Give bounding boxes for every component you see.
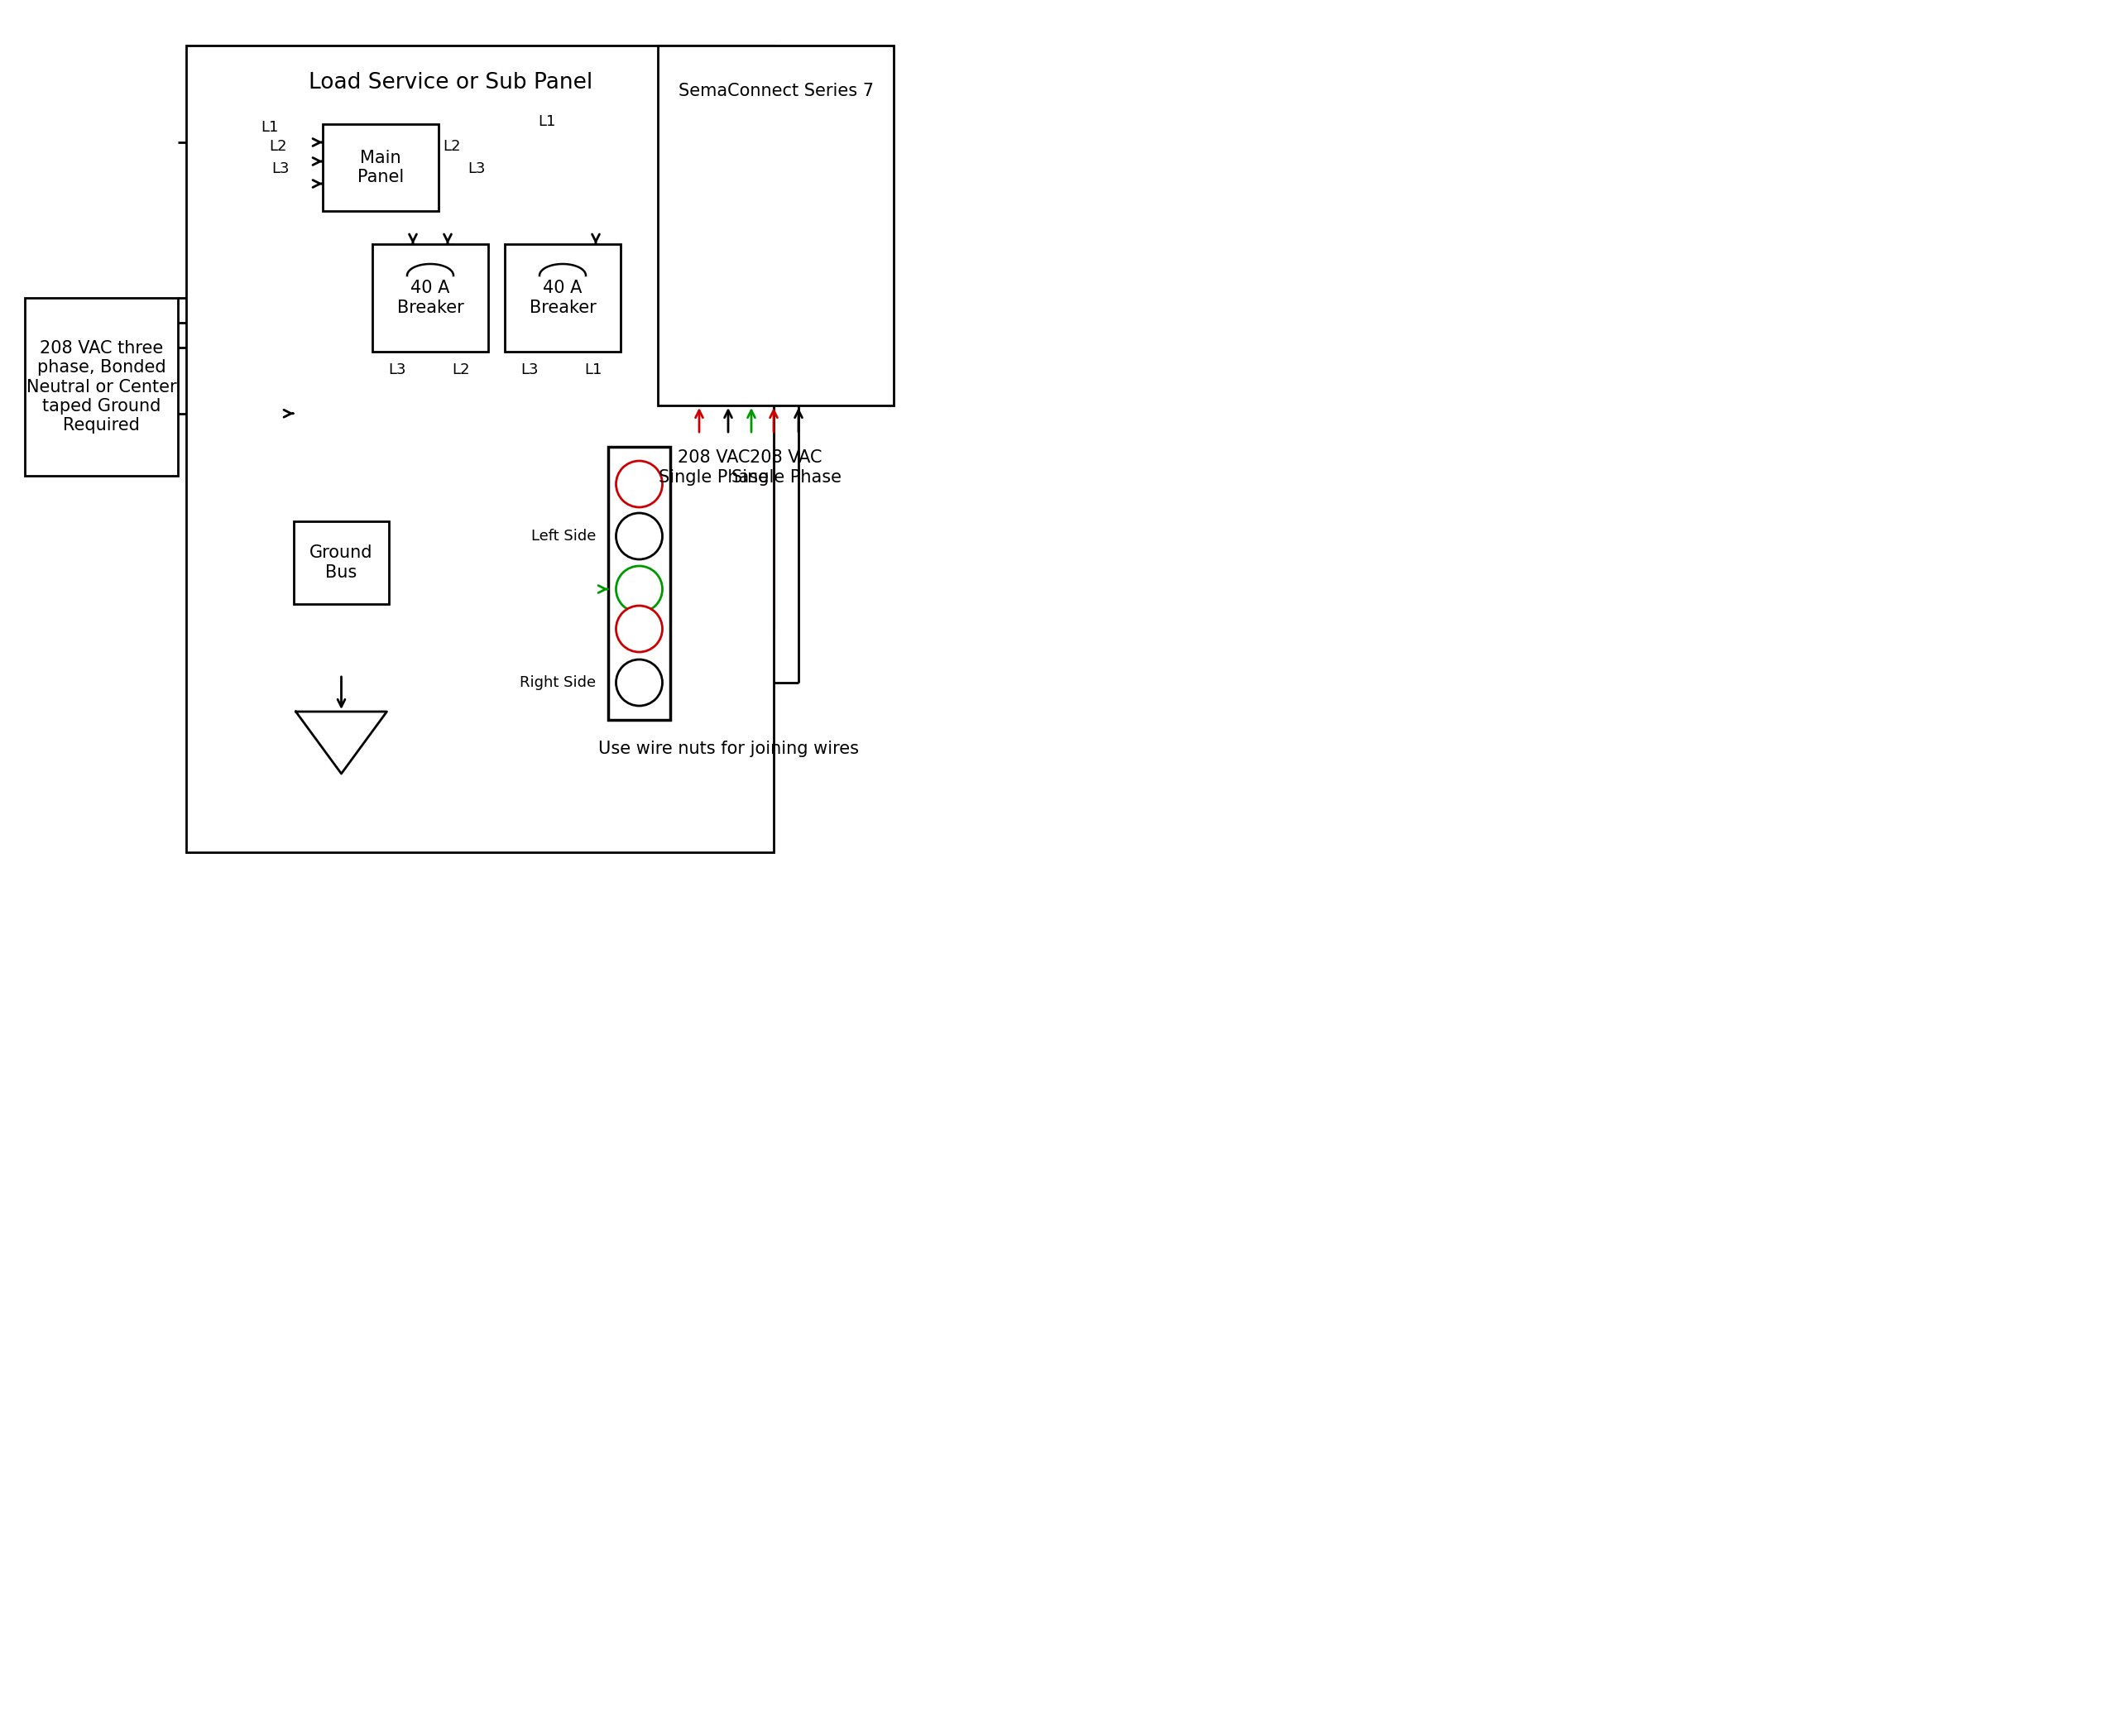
Text: L1: L1 (262, 120, 279, 135)
Text: 208 VAC
Single Phase: 208 VAC Single Phase (658, 450, 768, 486)
Text: L1: L1 (584, 363, 601, 377)
Text: L2: L2 (268, 139, 287, 155)
Text: Use wire nuts for joining wires: Use wire nuts for joining wires (597, 741, 859, 757)
Bar (658, 45, 895, 406)
Text: L3: L3 (272, 161, 289, 177)
Text: Load Service or Sub Panel: Load Service or Sub Panel (308, 71, 593, 94)
Text: L3: L3 (521, 363, 538, 377)
Text: Main
Panel: Main Panel (357, 149, 403, 186)
Circle shape (616, 566, 663, 613)
Bar (323, 123, 439, 212)
Circle shape (616, 514, 663, 559)
Text: Ground
Bus: Ground Bus (310, 545, 373, 580)
Text: SemaConnect Series 7: SemaConnect Series 7 (677, 83, 874, 99)
Bar (25, 299, 177, 476)
Circle shape (616, 606, 663, 653)
Text: 40 A
Breaker: 40 A Breaker (397, 279, 464, 316)
Text: L3: L3 (468, 161, 485, 177)
Text: Right Side: Right Side (519, 675, 595, 691)
Bar (371, 245, 487, 352)
Text: L3: L3 (388, 363, 407, 377)
Bar (504, 245, 620, 352)
Text: 40 A
Breaker: 40 A Breaker (530, 279, 595, 316)
Text: L2: L2 (452, 363, 471, 377)
Bar (186, 45, 774, 852)
Text: 208 VAC
Single Phase: 208 VAC Single Phase (730, 450, 842, 486)
Bar (608, 446, 671, 720)
Text: 208 VAC three
phase, Bonded
Neutral or Center
taped Ground
Required: 208 VAC three phase, Bonded Neutral or C… (25, 340, 177, 434)
Circle shape (616, 460, 663, 507)
Bar (293, 521, 388, 604)
Circle shape (616, 660, 663, 707)
Text: L2: L2 (443, 139, 460, 155)
Text: L1: L1 (538, 115, 555, 128)
Text: Left Side: Left Side (532, 529, 595, 543)
